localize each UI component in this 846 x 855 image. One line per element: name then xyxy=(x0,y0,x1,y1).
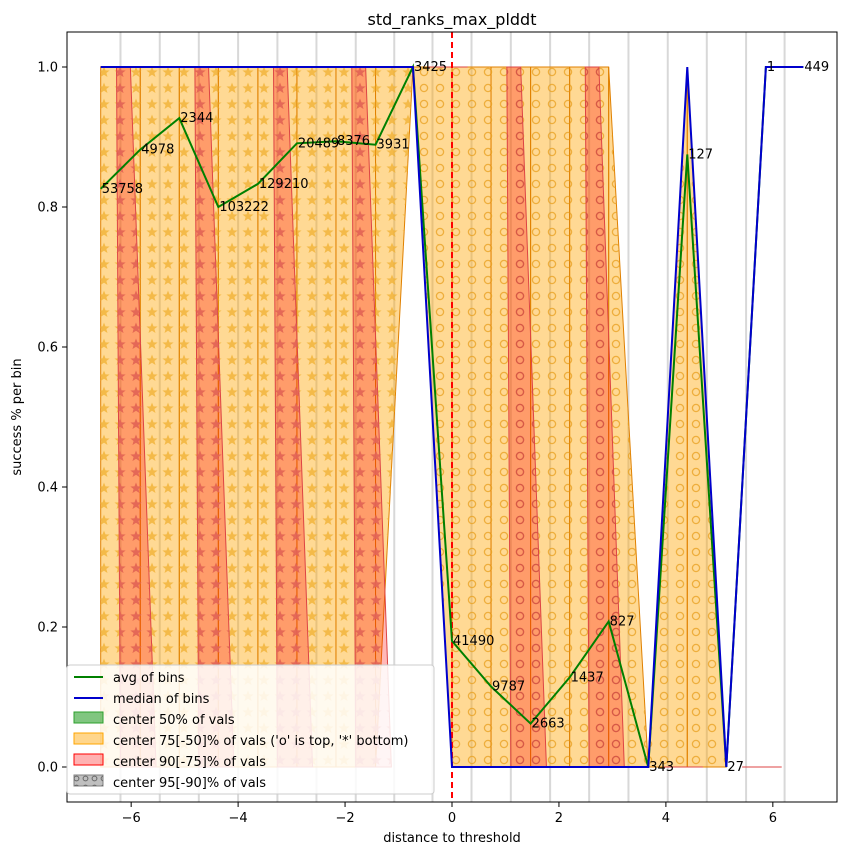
bin-count-label: 4978 xyxy=(141,143,174,158)
x-tick-label: 0 xyxy=(448,811,456,826)
y-tick-label: 0.2 xyxy=(37,621,58,636)
bin-count-label: 129210 xyxy=(259,177,309,192)
x-tick-label: −6 xyxy=(122,811,141,826)
y-tick-label: 1.0 xyxy=(37,61,58,76)
bin-count-label: 8376 xyxy=(337,134,370,149)
legend-swatch-center95-hatch xyxy=(74,775,103,786)
band-segment-orange-hatch xyxy=(608,67,649,767)
legend-swatch-center90 xyxy=(73,753,104,766)
y-tick-label: 0.8 xyxy=(37,201,58,216)
x-axis-ticks: −6 −4 −2 0 2 4 6 xyxy=(122,802,777,826)
bin-count-label: 1 xyxy=(767,60,775,75)
legend-entry-center95: center 95[-90]% of vals xyxy=(73,774,266,791)
series-lines xyxy=(99,63,804,768)
y-tick-label: 0.0 xyxy=(37,761,58,776)
chart-title: std_ranks_max_plddt xyxy=(368,10,537,30)
x-axis-label: distance to threshold xyxy=(383,831,521,846)
band-segment-red-hatch xyxy=(506,67,547,767)
bin-count-label: 27 xyxy=(727,760,744,775)
band-segment-red-hatch xyxy=(194,67,234,767)
bin-count-label: 2344 xyxy=(180,111,213,126)
band-segment-orange-hatch xyxy=(452,67,492,767)
band-segment-red-hatch xyxy=(273,67,313,767)
x-tick-label: −4 xyxy=(229,811,248,826)
x-tick-label: −2 xyxy=(335,811,354,826)
x-tick-label: 4 xyxy=(662,811,670,826)
band-segment-red-hatch xyxy=(351,67,392,767)
bin-count-label: 127 xyxy=(688,148,713,163)
bin-count-label: 449 xyxy=(804,60,829,75)
bin-count-label: 1437 xyxy=(571,670,604,685)
legend-label-center90: center 90[-75]% of vals xyxy=(113,755,266,770)
bin-count-label: 20489 xyxy=(298,136,339,151)
legend-entry-center90: center 90[-75]% of vals xyxy=(73,753,266,770)
legend-entry-center50: center 50% of vals xyxy=(73,711,235,728)
x-tick-label: 6 xyxy=(769,811,777,826)
legend-label-center95: center 95[-90]% of vals xyxy=(113,776,266,791)
y-axis-label: success % per bin xyxy=(10,358,25,475)
x-tick-label: 2 xyxy=(555,811,563,826)
legend-entry-median: median of bins xyxy=(74,692,210,707)
bin-count-label: 41490 xyxy=(453,634,494,649)
bin-count-label: 3425 xyxy=(414,60,447,75)
legend-entry-avg: avg of bins xyxy=(74,671,185,686)
band-segment-red-hatch xyxy=(116,67,157,767)
bin-count-label: 103222 xyxy=(219,200,269,215)
bin-count-label: 9787 xyxy=(492,680,525,695)
band-segment-red-hatch xyxy=(585,67,625,767)
bin-count-label: 53758 xyxy=(102,182,143,197)
bin-count-label: 2663 xyxy=(532,717,565,732)
y-tick-label: 0.6 xyxy=(37,341,58,356)
band-segment-orange-hatch xyxy=(218,67,258,767)
legend: avg of bins median of bins center 50% of… xyxy=(66,664,435,795)
legend-label-median: median of bins xyxy=(113,692,210,707)
legend-label-avg: avg of bins xyxy=(113,671,185,686)
bin-count-label: 827 xyxy=(610,614,635,629)
percentile-bands xyxy=(100,66,804,768)
legend-label-center75: center 75[-50]% of vals ('o' is top, '*'… xyxy=(113,734,408,749)
legend-box xyxy=(66,664,435,795)
y-tick-label: 0.4 xyxy=(37,481,58,496)
bin-count-label: 3931 xyxy=(377,138,410,153)
legend-swatch-center75 xyxy=(73,732,104,745)
legend-swatch-center50 xyxy=(73,711,104,724)
median-series-line xyxy=(100,66,804,768)
legend-label-center50: center 50% of vals xyxy=(113,713,235,728)
legend-entry-center75: center 75[-50]% of vals ('o' is top, '*'… xyxy=(73,732,408,749)
bin-count-label: 343 xyxy=(649,760,674,775)
y-axis-ticks: 0.0 0.2 0.4 0.6 0.8 1.0 xyxy=(37,61,67,776)
avg-series-line xyxy=(99,63,804,768)
